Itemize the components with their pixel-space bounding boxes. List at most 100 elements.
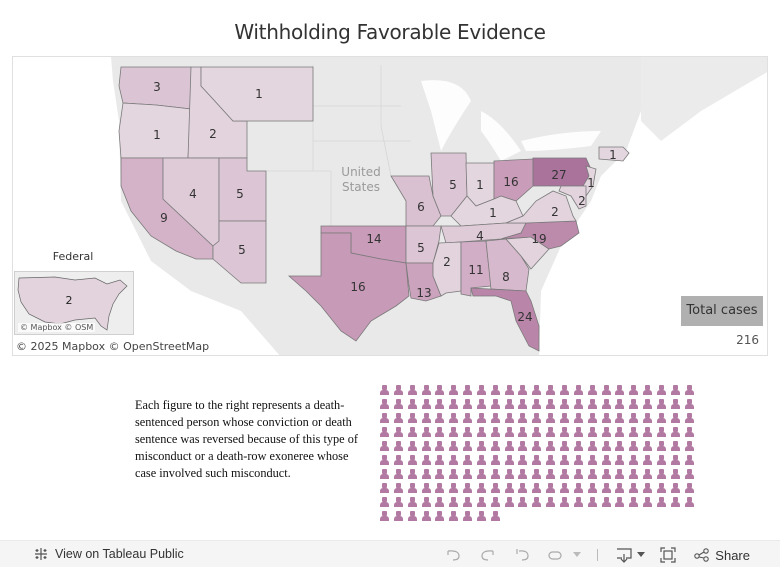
person-icon	[517, 496, 528, 508]
federal-attribution: © Mapbox © OSM	[18, 323, 96, 332]
person-icon	[642, 426, 653, 438]
revert-button[interactable]	[505, 544, 541, 566]
person-icon	[379, 510, 390, 522]
svg-text:1: 1	[153, 128, 161, 142]
state-map[interactable]: United States 3 1 2 1 9 4 5 5 16 14 6 5 …	[12, 56, 768, 356]
person-icon	[393, 412, 404, 424]
pause-dropdown-button[interactable]	[569, 544, 585, 566]
state-mo	[390, 175, 442, 227]
person-icon	[628, 440, 639, 452]
svg-text:9: 9	[160, 211, 168, 225]
person-icon	[684, 454, 695, 466]
person-icon	[421, 468, 432, 480]
person-icon	[559, 440, 570, 452]
person-icon	[670, 468, 681, 480]
person-icon	[656, 426, 667, 438]
person-icon	[531, 454, 542, 466]
person-icon	[601, 426, 612, 438]
person-icon	[684, 440, 695, 452]
svg-text:19: 19	[531, 232, 546, 246]
person-icon	[421, 510, 432, 522]
fullscreen-button[interactable]	[650, 544, 686, 566]
person-icon	[434, 412, 445, 424]
person-icon	[656, 454, 667, 466]
svg-text:11: 11	[468, 263, 483, 277]
person-icon	[448, 426, 459, 438]
person-icon	[545, 440, 556, 452]
person-icon	[656, 482, 667, 494]
person-icon	[448, 440, 459, 452]
federal-title: Federal	[52, 250, 94, 263]
redo-button[interactable]	[469, 544, 505, 566]
person-icon	[573, 426, 584, 438]
svg-text:16: 16	[350, 280, 365, 294]
svg-text:2: 2	[66, 294, 73, 307]
svg-text:2: 2	[551, 205, 559, 219]
person-icon	[545, 482, 556, 494]
person-icon	[601, 468, 612, 480]
state-az	[212, 220, 267, 284]
person-icon	[601, 440, 612, 452]
person-icon	[448, 482, 459, 494]
svg-text:1: 1	[489, 206, 497, 220]
svg-text:27: 27	[551, 168, 566, 182]
person-icon	[379, 454, 390, 466]
person-icon	[421, 384, 432, 396]
person-icon	[628, 496, 639, 508]
person-icon	[504, 412, 515, 424]
undo-button[interactable]	[439, 544, 469, 566]
person-icon	[434, 426, 445, 438]
person-icon	[421, 440, 432, 452]
person-icon	[531, 482, 542, 494]
person-icon	[504, 454, 515, 466]
person-icon	[421, 398, 432, 410]
person-icon	[545, 398, 556, 410]
svg-text:13: 13	[416, 286, 431, 300]
person-icon	[407, 384, 418, 396]
person-icon	[587, 468, 598, 480]
view-on-tableau-link[interactable]: View on Tableau Public	[33, 546, 184, 562]
person-icon	[628, 412, 639, 424]
view-on-tableau-label: View on Tableau Public	[55, 547, 184, 561]
person-icon	[559, 496, 570, 508]
description-text: Each figure to the right represents a de…	[135, 398, 358, 480]
person-icon	[531, 384, 542, 396]
person-icon	[642, 412, 653, 424]
share-label: Share	[715, 547, 750, 563]
person-icon	[462, 426, 473, 438]
person-icon	[545, 454, 556, 466]
svg-text:5: 5	[238, 243, 246, 257]
person-icon	[684, 496, 695, 508]
person-icon	[587, 482, 598, 494]
person-icon	[448, 454, 459, 466]
map-attribution[interactable]: © 2025 Mapbox © OpenStreetMap	[14, 340, 212, 353]
svg-text:1: 1	[255, 87, 263, 101]
person-icon	[504, 426, 515, 438]
redo-icon	[481, 550, 494, 561]
tableau-logo-icon	[35, 548, 47, 560]
person-icon	[393, 454, 404, 466]
state-nc	[500, 220, 580, 250]
person-icon	[434, 510, 445, 522]
person-icon	[393, 426, 404, 438]
tableau-toolbar: View on Tableau Public Share	[0, 540, 780, 567]
person-icon	[490, 426, 501, 438]
state-md	[558, 185, 587, 210]
person-icon	[642, 468, 653, 480]
person-icon	[393, 384, 404, 396]
toolbar-divider	[597, 549, 599, 561]
refresh-button[interactable]	[541, 544, 569, 566]
person-icon	[587, 398, 598, 410]
person-icon	[573, 384, 584, 396]
total-cases-legend: Total cases	[681, 296, 763, 326]
person-icon	[531, 398, 542, 410]
person-icon	[670, 384, 681, 396]
person-icon	[504, 440, 515, 452]
share-button[interactable]: Share	[694, 544, 750, 566]
person-icon	[407, 426, 418, 438]
download-button[interactable]	[610, 544, 650, 566]
person-icon	[407, 482, 418, 494]
federal-map[interactable]: 2 © Mapbox © OSM	[14, 271, 134, 335]
person-icon	[614, 496, 625, 508]
person-icon	[462, 398, 473, 410]
